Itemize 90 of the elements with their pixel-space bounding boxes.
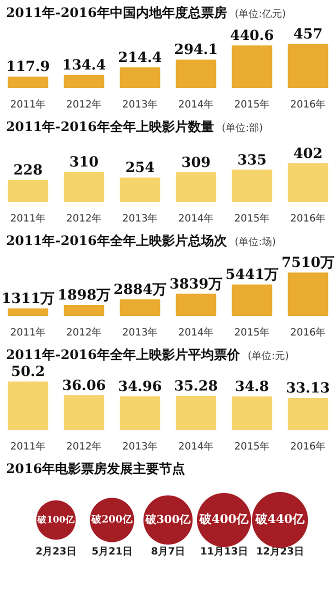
- data-label: 335: [237, 152, 267, 168]
- x-tick-label: 2015年: [234, 212, 270, 225]
- bar: [288, 44, 328, 88]
- x-tick-label: 2012年: [66, 326, 102, 339]
- chart-subtitle: (单位:场): [234, 236, 276, 249]
- data-label: 破440亿: [254, 512, 306, 526]
- text: 2016年电影票房发展主要节点: [6, 460, 186, 478]
- x-tick-label: 2011年: [10, 440, 46, 453]
- bar: [120, 67, 160, 88]
- data-label: 310: [69, 154, 99, 171]
- chart-subtitle: (单位:元): [248, 350, 289, 363]
- bar: [288, 163, 328, 202]
- x-tick-label: 2012年: [66, 212, 102, 225]
- chart-title: 2011年-2016年全年上映影片总场次: [6, 233, 227, 250]
- x-tick-label: 2011年: [10, 212, 46, 225]
- data-label: 117.9: [6, 59, 50, 76]
- data-label: 309: [181, 154, 211, 171]
- chart-subtitle: (单位:亿元): [234, 8, 286, 21]
- chart-subtitle: (单位:部): [222, 122, 263, 135]
- bar: [176, 396, 216, 430]
- bar: [64, 395, 104, 430]
- data-label: 破100亿: [36, 514, 76, 526]
- chart-title: 2011年-2016年全年上映影片平均票价: [6, 347, 240, 364]
- data-label: 35.28: [174, 378, 218, 395]
- data-label: 破200亿: [90, 514, 134, 526]
- x-tick-label: 2016年: [290, 440, 326, 453]
- x-tick-label: 2013年: [122, 98, 158, 111]
- data-label: 2884万: [114, 282, 166, 298]
- x-tick-label: 2016年: [290, 98, 326, 111]
- data-label: 134.4: [62, 58, 106, 74]
- x-tick-label: 2015年: [234, 326, 270, 339]
- x-tick-label: 2014年: [178, 440, 214, 453]
- data-label: 3839万: [170, 276, 222, 292]
- bar: [232, 45, 272, 88]
- x-tick-label: 2016年: [290, 326, 326, 339]
- bar: [8, 180, 48, 202]
- x-tick-label: 2014年: [178, 326, 214, 339]
- x-tick-label: 2014年: [178, 212, 214, 225]
- data-label: 7510万: [282, 255, 334, 272]
- bar: [176, 172, 216, 202]
- bar: [232, 396, 272, 430]
- chart-title: 2011年-2016年全年上映影片数量: [6, 119, 214, 136]
- x-tick-label: 2012年: [66, 98, 102, 111]
- bar: [8, 381, 48, 430]
- data-label: 1311万: [2, 291, 54, 308]
- data-label: 34.96: [118, 378, 162, 395]
- data-label: 34.8: [234, 379, 270, 395]
- data-label: 228: [13, 162, 43, 179]
- data-label: 破300亿: [144, 512, 192, 526]
- category-label: 2月23日: [36, 546, 76, 558]
- x-tick-label: 2015年: [234, 440, 270, 453]
- bar: [288, 398, 328, 430]
- bar: [64, 304, 104, 316]
- data-label: 破400亿: [198, 512, 250, 526]
- category-label: 5月21日: [92, 546, 132, 558]
- bar: [120, 177, 160, 202]
- data-label: 254: [125, 160, 155, 176]
- data-label: 50.2: [10, 364, 46, 380]
- data-label: 36.06: [62, 378, 106, 394]
- data-label: 440.6: [230, 28, 274, 44]
- x-tick-label: 2013年: [122, 212, 158, 225]
- data-label: 214.4: [118, 50, 162, 66]
- category-label: 8月7日: [151, 546, 185, 558]
- x-tick-label: 2013年: [122, 326, 158, 339]
- data-label: 5441万: [226, 267, 278, 284]
- bar: [120, 299, 160, 316]
- bar: [288, 272, 328, 316]
- category-label: 11月13日: [200, 546, 248, 558]
- x-tick-label: 2015年: [234, 98, 270, 111]
- bar: [176, 294, 216, 316]
- bar: [8, 76, 48, 88]
- x-tick-label: 2014年: [178, 98, 214, 111]
- bar: [232, 284, 272, 316]
- data-label: 33.13: [286, 380, 330, 397]
- data-label: 402: [293, 146, 323, 162]
- bar: [64, 75, 104, 88]
- bar: [120, 396, 160, 430]
- data-label: 294.1: [174, 42, 218, 58]
- x-tick-label: 2012年: [66, 440, 102, 453]
- x-tick-label: 2016年: [290, 212, 326, 225]
- x-tick-label: 2011年: [10, 98, 46, 111]
- x-tick-label: 2013年: [122, 440, 158, 453]
- bar: [8, 308, 48, 316]
- bar: [176, 60, 216, 88]
- bar: [232, 170, 272, 202]
- bar: [64, 172, 104, 202]
- data-label: 1898万: [58, 288, 110, 304]
- chart-title: 2011年-2016年中国内地年度总票房: [6, 4, 227, 22]
- data-label: 457: [293, 26, 323, 42]
- x-tick-label: 2011年: [10, 326, 46, 339]
